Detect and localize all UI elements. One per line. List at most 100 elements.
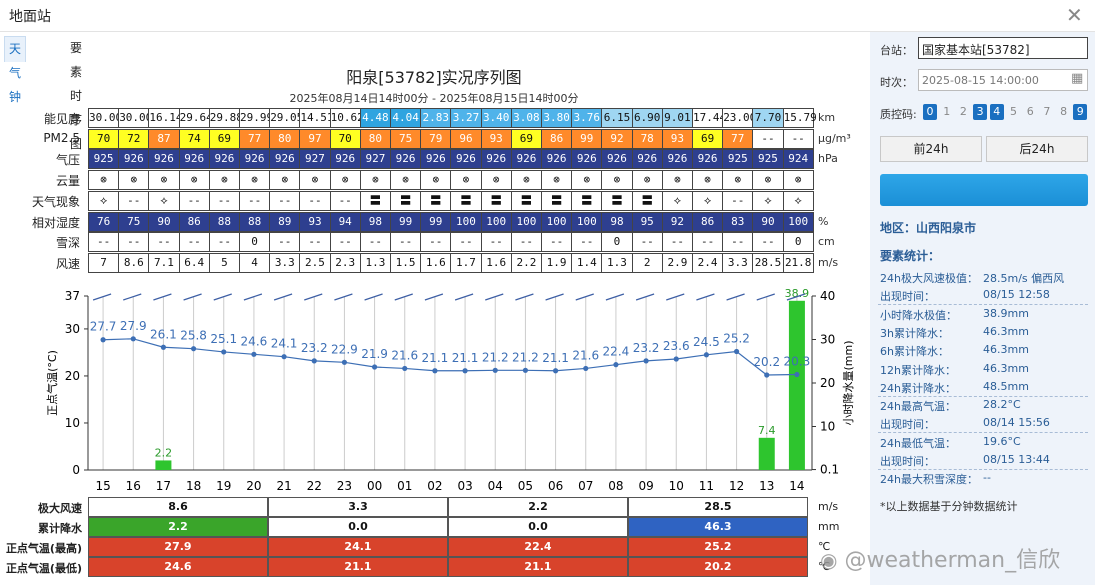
- station-field[interactable]: 国家基本站[53782]: [918, 37, 1088, 59]
- weather-cell: 〓: [601, 190, 633, 211]
- summary-label: 正点气温(最高): [5, 542, 82, 555]
- pressure-cell: 925: [722, 149, 754, 170]
- qc-code[interactable]: 7: [1043, 105, 1051, 118]
- temperature-point: [160, 344, 167, 350]
- temperature-point: [552, 368, 559, 374]
- humidity-cell: 88: [239, 211, 271, 232]
- temperature-point: [462, 368, 468, 374]
- temperature-point: [130, 336, 136, 342]
- cloud-cell: ⊗: [118, 170, 150, 191]
- temperature-label: 23.2: [633, 341, 660, 355]
- cloud-cell: ⊗: [571, 170, 603, 191]
- wind-cell: 6.4: [178, 252, 210, 273]
- stat-value: 08/15 13:44: [983, 453, 1050, 466]
- weather-cell: ⟡: [661, 190, 693, 211]
- cloud-cell: ⊗: [208, 170, 240, 191]
- visibility-cell: 29.88: [208, 108, 243, 128]
- humidity-cell: 98: [359, 211, 391, 232]
- weather-cell: 〓: [390, 190, 422, 211]
- temperature-point: [673, 356, 679, 362]
- wind-cell: 5: [208, 252, 240, 273]
- snow-cell: --: [450, 232, 482, 253]
- temperature-point: [341, 359, 348, 365]
- prev-24h-button[interactable]: 前24h: [880, 136, 982, 162]
- temperature-point: [281, 354, 287, 360]
- wind-cell: 1.9: [541, 252, 573, 273]
- summary-cell: 20.2: [628, 557, 808, 577]
- wind-barb: [424, 293, 444, 301]
- qc-code[interactable]: 6: [1026, 105, 1034, 118]
- visibility-cell: 9.01: [661, 108, 693, 128]
- temperature-label: 24.5: [693, 335, 720, 349]
- row-unit-wind: m/s: [818, 255, 839, 269]
- visibility-cell: 30.00: [118, 108, 152, 128]
- pm25-cell: 97: [299, 128, 331, 149]
- calendar-icon[interactable]: ▦: [1071, 71, 1084, 86]
- next-24h-button[interactable]: 后24h: [986, 136, 1088, 162]
- snow-cell: --: [178, 232, 210, 253]
- wind-cell: 2.4: [692, 252, 724, 273]
- snow-cell: --: [722, 232, 754, 253]
- wind-cell: 2.2: [510, 252, 542, 273]
- tab-element-timeseries[interactable]: 要素时序图: [70, 41, 83, 151]
- qc-code[interactable]: 8: [1060, 105, 1068, 118]
- y2-tick-label: 40: [820, 289, 835, 303]
- snow-cell: --: [692, 232, 724, 253]
- visibility-cell: 10.62: [329, 108, 364, 128]
- snow-cell: --: [299, 232, 331, 253]
- close-icon[interactable]: ✕: [1066, 3, 1083, 27]
- humidity-cell: 86: [692, 211, 724, 232]
- tab-weather-clock[interactable]: 天气钟: [4, 36, 27, 104]
- stat-value: 08/15 12:58: [983, 288, 1050, 302]
- qc-code[interactable]: 3: [973, 104, 988, 120]
- weather-cell: ⟡: [88, 190, 120, 211]
- wind-cell: 3.3: [722, 252, 754, 273]
- qc-code[interactable]: 2: [959, 105, 967, 118]
- temperature-point: [221, 349, 227, 355]
- x-tick-label: 19: [216, 479, 231, 493]
- visibility-cell: 4.04: [390, 108, 422, 128]
- query-button[interactable]: [880, 174, 1088, 206]
- visibility-cell: 23.00: [722, 108, 756, 128]
- cloud-cell: ⊗: [601, 170, 633, 191]
- qc-code[interactable]: 4: [989, 104, 1004, 120]
- wind-barb: [605, 293, 625, 301]
- visibility-cell: 16.14: [148, 108, 183, 128]
- time-field[interactable]: 2025-08-15 14:00:00 ▦: [918, 69, 1088, 91]
- summary-cell: 21.1: [268, 557, 448, 577]
- qc-code[interactable]: 1: [943, 105, 951, 118]
- qc-code[interactable]: 5: [1010, 105, 1017, 118]
- temperature-point: [764, 372, 770, 378]
- cloud-cell: ⊗: [510, 170, 542, 191]
- weather-cell: --: [178, 190, 210, 211]
- visibility-cell: 14.51: [299, 108, 334, 128]
- x-tick-label: 14: [789, 479, 804, 493]
- row-label-weather: 天气现象: [31, 194, 80, 209]
- summary-unit: ℃: [818, 560, 831, 573]
- pm25-cell: 93: [480, 128, 512, 149]
- qc-code[interactable]: 9: [1073, 104, 1088, 120]
- pm25-cell: 75: [390, 128, 422, 149]
- temperature-point: [190, 346, 197, 352]
- wind-cell: 1.3: [601, 252, 633, 273]
- side-panel: 台站： 国家基本站[53782] 时次： 2025-08-15 14:00:00…: [870, 32, 1095, 585]
- precip-label: 38.9: [785, 287, 810, 300]
- x-tick-label: 23: [337, 479, 352, 493]
- snow-cell: --: [752, 232, 784, 253]
- summary-cell: 27.9: [88, 537, 268, 557]
- stat-label: 出现时间：: [880, 418, 935, 432]
- stat-label: 24h最大积雪深度：: [880, 473, 978, 487]
- cloud-cell: ⊗: [88, 170, 120, 191]
- qc-code[interactable]: 0: [923, 104, 937, 120]
- wind-barb: [756, 293, 775, 301]
- wind-cell: 8.6: [118, 252, 150, 273]
- row-label-pressure: 气压: [55, 153, 80, 168]
- y-tick-label: 10: [65, 416, 80, 430]
- humidity-cell: 100: [571, 211, 603, 232]
- x-tick-label: 00: [367, 479, 382, 493]
- visibility-cell: 6.90: [631, 108, 663, 128]
- x-tick-label: 03: [457, 479, 472, 493]
- pm25-cell: 69: [692, 128, 724, 149]
- temperature-label: 26.1: [150, 327, 177, 341]
- pm25-cell: 77: [239, 128, 271, 149]
